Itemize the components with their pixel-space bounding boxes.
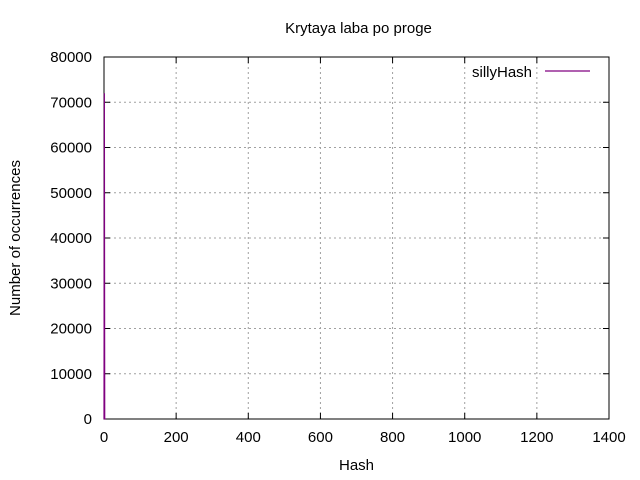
y-tick-label: 30000 [50,275,92,292]
x-tick-label: 0 [100,429,108,446]
y-tick-label: 0 [84,411,92,428]
x-tick-label: 1000 [448,429,481,446]
y-tick-label: 40000 [50,230,92,247]
x-tick-label: 200 [164,429,189,446]
x-axis-label: Hash [339,457,374,474]
y-tick-labels: 0 10000 20000 30000 40000 50000 60000 70000 8000… [50,49,92,428]
series-layer [103,93,106,420]
legend: sillyHash [472,64,590,81]
x-tick-label: 600 [308,429,333,446]
x-tick-label: 400 [236,429,261,446]
chart-title: Krytaya laba po proge [285,20,432,37]
y-tick-label: 60000 [50,140,92,157]
y-axis-label: Number of occurrences [7,160,24,316]
y-tick-label: 70000 [50,94,92,111]
series-line-sillyhash [103,93,106,420]
y-tick-label: 20000 [50,321,92,338]
grid-lines [104,57,609,419]
legend-label-sillyhash: sillyHash [472,64,532,81]
y-tick-label: 50000 [50,185,92,202]
x-tick-label: 1400 [592,429,625,446]
x-tick-label: 800 [380,429,405,446]
y-tick-label: 80000 [50,49,92,66]
x-tick-label: 1200 [520,429,553,446]
y-tick-label: 10000 [50,366,92,383]
x-tick-labels: 0 200 400 600 800 1000 1200 1400 [100,429,626,446]
